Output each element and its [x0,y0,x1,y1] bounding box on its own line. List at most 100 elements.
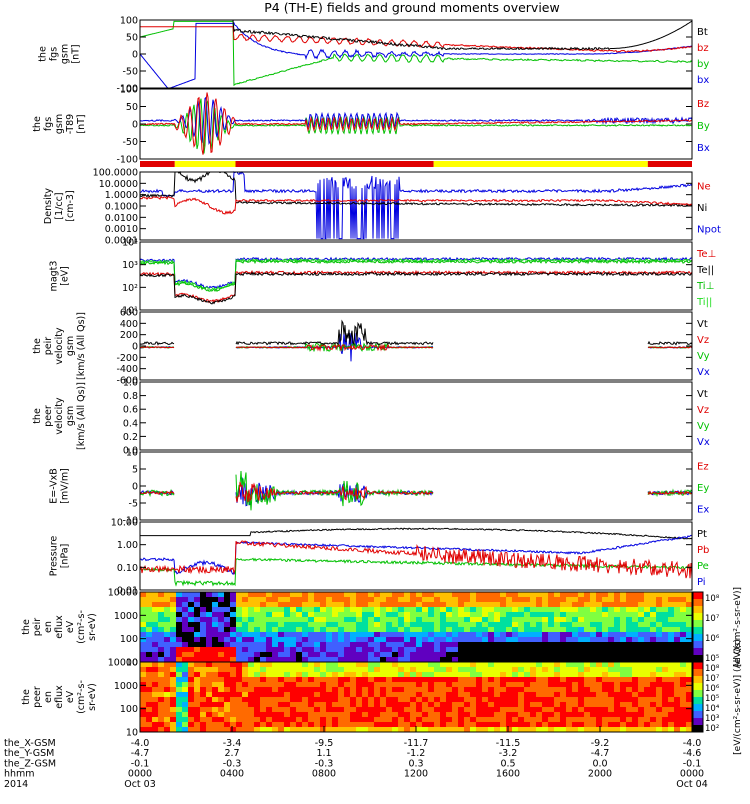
spectrogram-cell [248,622,255,628]
spectrogram-cell [656,657,663,662]
spectrogram-cell [554,727,561,732]
spectrogram-cell [248,627,255,633]
spectrogram-cell [266,717,273,723]
spectrogram-cell [266,667,273,673]
spectrogram-cell [350,687,357,693]
spectrogram-cell [326,602,333,608]
spectrogram-cell [224,687,231,693]
spectrogram-cell [320,642,327,648]
vz-trace [235,343,434,352]
spectrogram-cell [194,602,201,608]
spectrogram-cell [164,687,171,693]
spectrogram-cell [164,642,171,648]
xtick-label: -4.7 [131,748,150,759]
spectrogram-cell [218,717,225,723]
spectrogram-cell [332,622,339,628]
vt-trace [139,341,175,346]
spectrogram-cell [296,672,303,678]
spectrogram-cell [530,682,537,688]
spectrogram-cell [188,682,195,688]
spectrogram-cell [434,652,441,658]
spectrogram-cell [536,637,543,643]
spectrogram-cell [590,652,597,658]
spectrogram-cell [248,607,255,613]
spectrogram-cell [458,607,465,613]
spectrogram-cell [650,687,657,693]
spectrogram-cell [284,652,291,658]
ylabel-line: eV [65,620,76,633]
spectrogram-cell [242,592,249,598]
spectrogram-cell [392,672,399,678]
spectrogram-cell [188,607,195,613]
spectrogram-cell [206,602,213,608]
spectrogram-cell [644,657,651,662]
spectrogram-cell [224,627,231,633]
spectrogram-cell [260,617,267,623]
spectrogram-cell [596,597,603,603]
spectrogram-cell [470,672,477,678]
spectrogram-cell [554,592,561,598]
spectrogram-cell [284,727,291,732]
spectrogram-cell [512,672,519,678]
spectrogram-cell [206,717,213,723]
spectrogram-cell [446,612,453,618]
spectrogram-cell [506,657,513,662]
spectrogram-cell [386,677,393,683]
spectrogram-cell [260,602,267,608]
spectrogram-cell [332,612,339,618]
npot-trace [139,171,693,240]
spectrogram-cell [518,702,525,708]
spectrogram-cell [668,677,675,683]
spectrogram-cell [638,597,645,603]
spectrogram-cell [164,672,171,678]
spectrogram-cell [218,607,225,613]
spectrogram-cell [350,597,357,603]
mode-bar-segment [433,161,648,167]
ylabel-line: E=-VxB [49,468,60,503]
spectrogram-cell [680,637,687,643]
xtick-label: -4.0 [683,738,702,749]
ytick-label: 0.2 [123,432,138,443]
spectrogram-cell [608,627,615,633]
spectrogram-cell [530,672,537,678]
axes-layer [139,19,704,733]
spectrogram-cell [242,632,249,638]
spectrogram-cell [686,592,692,598]
spectrogram-cell [578,712,585,718]
spectrogram-cell [470,692,477,698]
spectrogram-cell [584,627,591,633]
spectrogram-cell [674,722,681,728]
spectrogram-cell [530,707,537,713]
spectrogram-cell [656,612,663,618]
spectrogram-cell [194,617,201,623]
ey-trace [647,488,693,498]
spectrogram-cell [566,612,573,618]
spectrogram-cell [494,687,501,693]
spectrogram-cell [242,707,249,713]
spectrogram-cell [422,617,429,623]
spectrogram-cell [212,667,219,673]
spectrogram-cell [254,727,261,732]
spectrogram-cell [218,617,225,623]
spectrogram-cell [170,702,177,708]
spectrogram-cell [326,642,333,648]
bz-t89-trace [139,92,693,155]
spectrogram-cell [584,707,591,713]
legend-label: By [697,121,710,132]
spectrogram-cell [194,592,201,598]
spectrogram-cell [140,597,147,603]
spectrogram-cell [164,602,171,608]
spectrogram-cell [356,687,363,693]
bx-t89-trace [139,96,693,145]
spectrogram-cell [362,717,369,723]
spectrogram-cell [362,592,369,598]
ytick-label: -5 [129,499,138,510]
spectrogram-cell [530,717,537,723]
spectrogram-cell [488,672,495,678]
spectrogram-cell [182,662,189,668]
spectrogram-cell [296,717,303,723]
spectrogram-cell [506,617,513,623]
spectrogram-cell [332,632,339,638]
spectrogram-cell [206,702,213,708]
spectrogram-cell [194,727,201,732]
